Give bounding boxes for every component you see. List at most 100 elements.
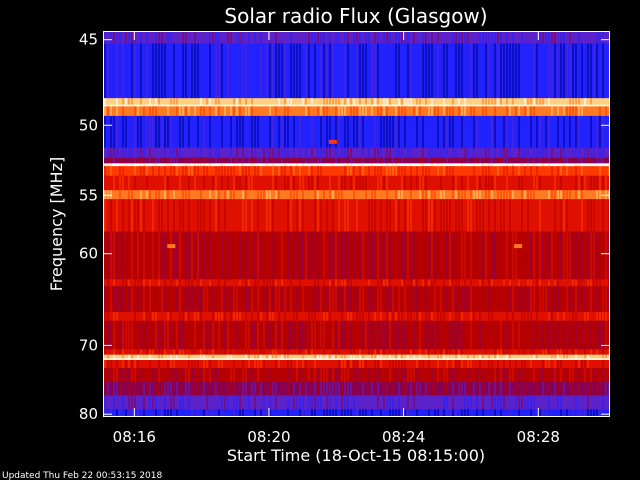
heatmap-cell xyxy=(368,147,370,159)
heatmap-cell xyxy=(395,199,397,233)
heatmap-band xyxy=(104,354,609,359)
heatmap-cell xyxy=(473,115,475,149)
heatmap-cell xyxy=(476,368,478,383)
heatmap-cell xyxy=(176,409,178,417)
heatmap-cell xyxy=(179,279,181,287)
heatmap-cell xyxy=(608,231,609,280)
heatmap-cell xyxy=(143,279,145,287)
heatmap-cell xyxy=(116,231,118,280)
heatmap-cell xyxy=(557,43,559,99)
heatmap-cell xyxy=(380,157,382,164)
heatmap-cell xyxy=(338,115,340,149)
heatmap-cell xyxy=(125,147,127,159)
heatmap-cell xyxy=(317,279,319,287)
heatmap-cell xyxy=(338,349,340,356)
heatmap-cell xyxy=(539,32,541,44)
heatmap-cell xyxy=(209,199,211,233)
heatmap-cell xyxy=(374,354,376,359)
heatmap-cell xyxy=(272,354,274,359)
heatmap-cell xyxy=(158,368,160,383)
heatmap-cell xyxy=(314,359,316,369)
heatmap-cell xyxy=(542,157,544,164)
heatmap-cell xyxy=(161,231,163,280)
heatmap-cell xyxy=(182,349,184,356)
heatmap-cell xyxy=(599,312,601,322)
heatmap-cell xyxy=(428,231,430,280)
heatmap-cell xyxy=(257,166,259,177)
heatmap-cell xyxy=(386,286,388,313)
heatmap-cell xyxy=(431,320,433,350)
heatmap-cell xyxy=(260,32,262,44)
heatmap-cell xyxy=(239,279,241,287)
heatmap-cell xyxy=(134,279,136,287)
heatmap-cell xyxy=(239,163,241,167)
heatmap-cell xyxy=(584,147,586,159)
heatmap-cell xyxy=(473,166,475,177)
heatmap-cell xyxy=(434,231,436,280)
heatmap-cell xyxy=(194,106,196,117)
heatmap-cell xyxy=(506,32,508,44)
heatmap-cell xyxy=(188,190,190,200)
heatmap-cell xyxy=(608,166,609,177)
heatmap-cell xyxy=(491,312,493,322)
heatmap-cell xyxy=(233,382,235,396)
heatmap-cell xyxy=(140,320,142,350)
heatmap-cell xyxy=(143,106,145,117)
heatmap-cell xyxy=(350,166,352,177)
heatmap-cells xyxy=(104,32,609,417)
heatmap-cell xyxy=(554,382,556,396)
heatmap-cell xyxy=(212,286,214,313)
heatmap-cell xyxy=(257,382,259,396)
heatmap-cell xyxy=(368,286,370,313)
heatmap-cell xyxy=(419,382,421,396)
heatmap-cell xyxy=(293,163,295,167)
heatmap-cell xyxy=(296,157,298,164)
heatmap-cell xyxy=(173,147,175,159)
heatmap-cell xyxy=(329,409,331,417)
heatmap-cell xyxy=(491,175,493,191)
heatmap-cell xyxy=(140,147,142,159)
heatmap-cell xyxy=(158,98,160,106)
heatmap-cell xyxy=(287,231,289,280)
heatmap-cell xyxy=(530,349,532,356)
heatmap-cell xyxy=(344,147,346,159)
heatmap-cell xyxy=(380,359,382,369)
heatmap-cell xyxy=(509,359,511,369)
heatmap-cell xyxy=(509,368,511,383)
heatmap-cell xyxy=(176,349,178,356)
heatmap-cell xyxy=(464,231,466,280)
heatmap-cell xyxy=(173,349,175,356)
heatmap-cell xyxy=(386,382,388,396)
heatmap-cell xyxy=(383,106,385,117)
heatmap-band xyxy=(104,279,609,287)
heatmap-cell xyxy=(188,166,190,177)
heatmap-cell xyxy=(296,368,298,383)
heatmap-cell xyxy=(509,106,511,117)
heatmap-cell xyxy=(287,147,289,159)
heatmap-cell xyxy=(347,199,349,233)
heatmap-cell xyxy=(602,32,604,44)
heatmap-cell xyxy=(488,279,490,287)
heatmap-cell xyxy=(455,354,457,359)
heatmap-cell xyxy=(212,409,214,417)
heatmap-cell xyxy=(200,106,202,117)
heatmap-cell xyxy=(116,359,118,369)
heatmap-cell xyxy=(443,368,445,383)
heatmap-cell xyxy=(290,199,292,233)
heatmap-cell xyxy=(170,395,172,410)
heatmap-cell xyxy=(542,368,544,383)
heatmap-cell xyxy=(467,382,469,396)
heatmap-cell xyxy=(347,163,349,167)
heatmap-cell xyxy=(374,32,376,44)
heatmap-cell xyxy=(401,354,403,359)
heatmap-cell xyxy=(323,43,325,99)
heatmap-cell xyxy=(371,320,373,350)
heatmap-cell xyxy=(287,359,289,369)
heatmap-cell xyxy=(410,147,412,159)
heatmap-cell xyxy=(575,190,577,200)
heatmap-cell xyxy=(359,368,361,383)
heatmap-cell xyxy=(248,368,250,383)
heatmap-cell xyxy=(518,395,520,410)
heatmap-cell xyxy=(299,320,301,350)
heatmap-cell xyxy=(353,368,355,383)
